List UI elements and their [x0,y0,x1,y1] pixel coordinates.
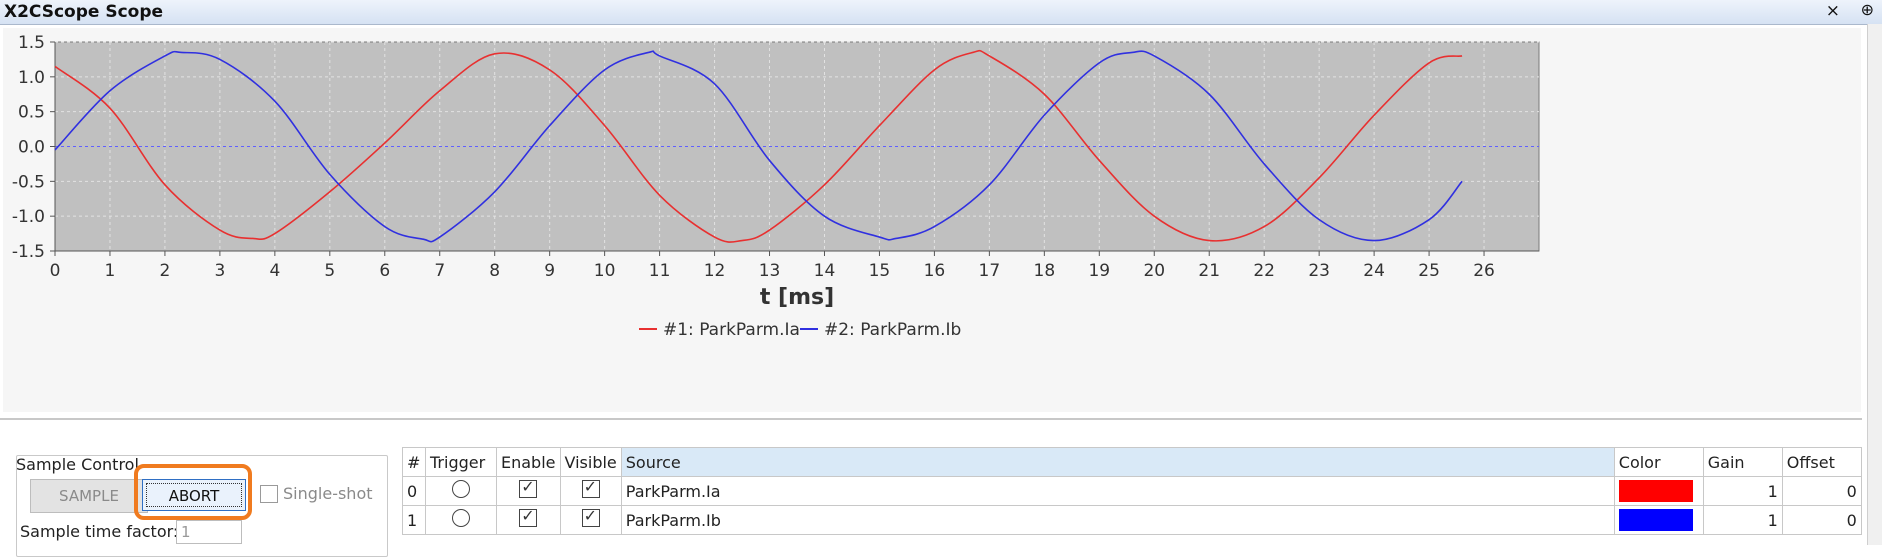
col-color[interactable]: Color [1614,448,1703,477]
x-tick-label: 13 [759,261,781,281]
pin-icon[interactable]: ⊕ [1861,0,1874,19]
x-tick-label: 16 [924,261,946,281]
x-tick-label: 9 [544,261,555,281]
x-tick-label: 10 [594,261,616,281]
x-tick-label: 5 [324,261,335,281]
scope-plot[interactable]: 0 1 2 3 4 5 6 7 8 9 10 11 12 13 14 15 16 17 18 19 20 21 22 23 24… [3,28,1861,412]
x-tick-label: 1 [105,261,116,281]
row-offset[interactable]: 0 [1782,477,1861,506]
row-index: 0 [403,477,426,506]
x-tick-label: 17 [979,261,1001,281]
row-color[interactable] [1614,477,1703,506]
x-tick-label: 8 [489,261,500,281]
splitter[interactable] [0,418,1862,420]
legend-label-ib: #2: ParkParm.Ib [824,320,961,340]
y-tick-label: 0.0 [18,138,45,158]
color-swatch[interactable] [1619,509,1693,531]
row-gain[interactable]: 1 [1703,477,1782,506]
x-axis: 0 1 2 3 4 5 6 7 8 9 10 11 12 13 14 15 16 17 18 19 20 21 22 23 24… [50,251,1539,281]
x-tick-label: 6 [379,261,390,281]
y-tick-label: 1.0 [18,68,45,88]
x-tick-label: 4 [269,261,280,281]
x-tick-label: 7 [434,261,445,281]
col-index: # [403,448,426,477]
col-trigger[interactable]: Trigger [426,448,497,477]
checkbox-checked-icon[interactable] [519,480,537,498]
x-tick-label: 24 [1363,261,1385,281]
enable-checkbox[interactable] [497,506,561,535]
table-header-row: # Trigger Enable Visible Source Color Ga… [403,448,1862,477]
x-tick-label: 21 [1198,261,1220,281]
col-enable[interactable]: Enable [497,448,561,477]
radio-icon[interactable] [452,480,470,498]
x-axis-label: t [ms] [760,285,834,310]
col-source[interactable]: Source [621,448,1614,477]
row-index: 1 [403,506,426,535]
trigger-radio[interactable] [426,506,497,535]
radio-icon[interactable] [452,509,470,527]
x-tick-label: 19 [1088,261,1110,281]
window-title: X2CScope Scope [4,2,163,22]
single-shot-label: Single-shot [283,484,373,503]
checkbox-checked-icon[interactable] [519,509,537,527]
col-offset[interactable]: Offset [1782,448,1861,477]
x-tick-label: 25 [1418,261,1440,281]
x-tick-label: 3 [214,261,225,281]
sample-button[interactable]: SAMPLE [30,479,148,513]
y-tick-label: 1.5 [18,33,45,53]
table-row[interactable]: 0 ParkParm.Ia 1 0 [403,477,1862,506]
channel-table: # Trigger Enable Visible Source Color Ga… [402,447,1862,535]
x-tick-label: 23 [1308,261,1330,281]
x-tick-label: 0 [50,261,61,281]
row-source[interactable]: ParkParm.Ib [621,506,1614,535]
enable-checkbox[interactable] [497,477,561,506]
y-tick-label: -1.5 [12,242,45,262]
single-shot-checkbox[interactable] [260,485,278,503]
visible-checkbox[interactable] [560,506,621,535]
plot-legend: #1: ParkParm.Ia #2: ParkParm.Ib [639,320,961,340]
checkbox-checked-icon[interactable] [582,509,600,527]
scope-chart[interactable]: 0 1 2 3 4 5 6 7 8 9 10 11 12 13 14 15 16 17 18 19 20 21 22 23 24… [3,28,1861,412]
x-tick-label: 26 [1473,261,1495,281]
sample-control-title: Sample Control [16,455,139,474]
checkbox-checked-icon[interactable] [582,480,600,498]
y-tick-label: 0.5 [18,103,45,123]
trigger-radio[interactable] [426,477,497,506]
legend-label-ia: #1: ParkParm.Ia [663,320,800,340]
x-tick-label: 22 [1253,261,1275,281]
x-tick-label: 14 [814,261,836,281]
window-titlebar: X2CScope Scope × ⊕ [0,0,1882,25]
y-tick-label: -1.0 [12,207,45,227]
x-tick-label: 11 [649,261,671,281]
y-tick-label: -0.5 [12,172,45,192]
color-swatch[interactable] [1619,480,1693,502]
sample-time-factor-input[interactable]: 1 [176,520,242,544]
x-tick-label: 12 [704,261,726,281]
sample-time-factor-label: Sample time factor: [20,522,178,541]
x-tick-label: 20 [1143,261,1165,281]
x-tick-label: 15 [869,261,891,281]
row-source[interactable]: ParkParm.Ia [621,477,1614,506]
row-gain[interactable]: 1 [1703,506,1782,535]
close-icon[interactable]: × [1826,1,1840,21]
x-tick-label: 2 [160,261,171,281]
visible-checkbox[interactable] [560,477,621,506]
y-axis: 1.5 1.0 0.5 0.0 -0.5 -1.0 -1.5 [12,33,55,262]
abort-highlight-box [134,464,252,520]
x-tick-label: 18 [1034,261,1056,281]
row-offset[interactable]: 0 [1782,506,1861,535]
col-gain[interactable]: Gain [1703,448,1782,477]
col-visible[interactable]: Visible [560,448,621,477]
table-row[interactable]: 1 ParkParm.Ib 1 0 [403,506,1862,535]
vertical-scrollbar[interactable] [1867,24,1882,545]
row-color[interactable] [1614,506,1703,535]
